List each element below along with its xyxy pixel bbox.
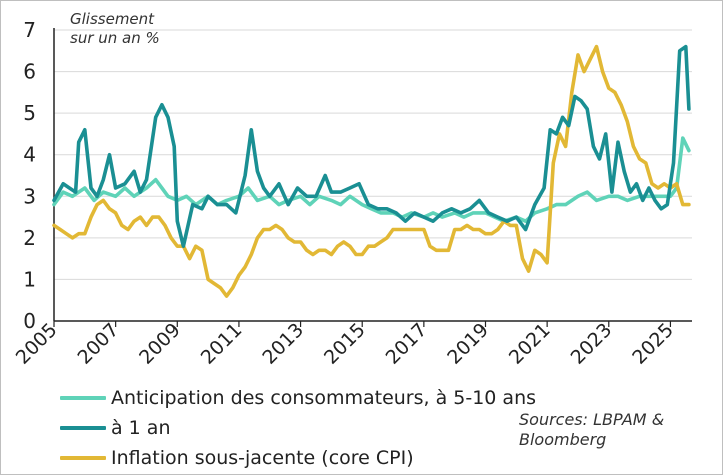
- y-axis-title: Glissement sur un an %: [70, 10, 160, 48]
- legend-label-5-10-ans: Anticipation des consommateurs, à 5-10 a…: [111, 387, 537, 409]
- series-line-1: [52, 44, 691, 248]
- sources-line-2: Bloomberg: [519, 430, 607, 449]
- legend-swatch-core-cpi: [60, 456, 106, 460]
- legend-swatch-5-10-ans: [60, 396, 106, 400]
- legend-item-5-10-ans[interactable]: Anticipation des consommateurs, à 5-10 a…: [60, 384, 536, 412]
- sources-note: Sources: LBPAM & Bloomberg: [519, 410, 664, 450]
- y-tick-label-7: 7: [23, 18, 36, 42]
- sources-line-1: Sources: LBPAM &: [519, 410, 665, 429]
- y-tick-label-0: 0: [23, 309, 36, 333]
- legend-item-1-an[interactable]: à 1 an: [60, 414, 171, 442]
- legend-label-core-cpi: Inflation sous-jacente (core CPI): [111, 447, 414, 469]
- y-tick-label-4: 4: [23, 143, 36, 167]
- series-line-2: [52, 44, 691, 298]
- y-tick-label-6: 6: [23, 60, 36, 84]
- y-tick-label-3: 3: [23, 184, 36, 208]
- legend-item-core-cpi[interactable]: Inflation sous-jacente (core CPI): [60, 444, 414, 472]
- legend-label-1-an: à 1 an: [111, 417, 171, 439]
- y-tick-label-1: 1: [23, 267, 36, 291]
- legend-swatch-1-an: [60, 426, 106, 430]
- series-line-0: [52, 136, 691, 223]
- y-tick-label-2: 2: [23, 226, 36, 250]
- y-axis-title-line-1: Glissement: [70, 10, 155, 28]
- y-tick-label-5: 5: [23, 101, 36, 125]
- y-axis-title-line-2: sur un an %: [70, 29, 160, 47]
